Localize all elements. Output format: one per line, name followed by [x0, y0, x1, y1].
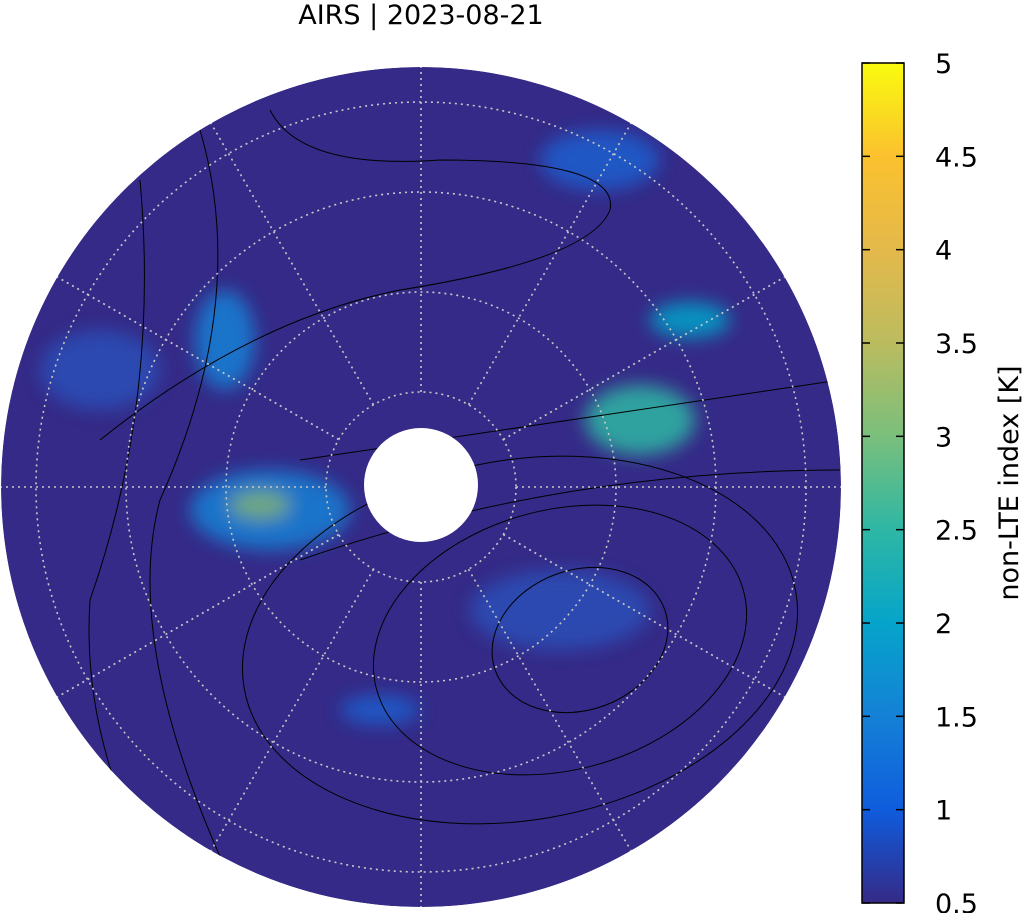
polar-hole	[364, 428, 478, 542]
map-texture	[40, 130, 730, 725]
grid-radial	[205, 114, 375, 406]
grid-circle	[225, 291, 617, 683]
colorbar	[861, 62, 905, 904]
graticule	[1, 67, 841, 907]
grid-radial	[502, 271, 794, 441]
grid-radial	[48, 533, 340, 703]
colorbar-tick-label: 1	[935, 796, 952, 827]
grid-radial	[467, 568, 637, 860]
colorbar-tick-label: 4	[935, 236, 952, 267]
grid-radial	[48, 271, 340, 441]
colorbar-tick-label: 2.5	[935, 516, 978, 547]
map	[1, 67, 841, 907]
colorbar-tick-label: 3.5	[935, 329, 978, 360]
grid-radial	[205, 568, 375, 860]
colorbar-tick-label: 3	[935, 422, 952, 453]
colorbar-tick-label: 4.5	[935, 142, 978, 173]
colorbar-tick-label: 2	[935, 609, 952, 640]
grid-radial	[467, 114, 637, 406]
contours	[88, 109, 841, 901]
colorbar-tick-label: 1.5	[935, 702, 978, 733]
colorbar-tick-label: 0.5	[935, 889, 978, 913]
colorbar-label: non-LTE index [K]	[994, 365, 1025, 600]
grid-radial	[502, 533, 794, 703]
chart-title: AIRS | 2023-08-21	[298, 0, 544, 31]
colorbar-tick-label: 5	[935, 49, 952, 80]
